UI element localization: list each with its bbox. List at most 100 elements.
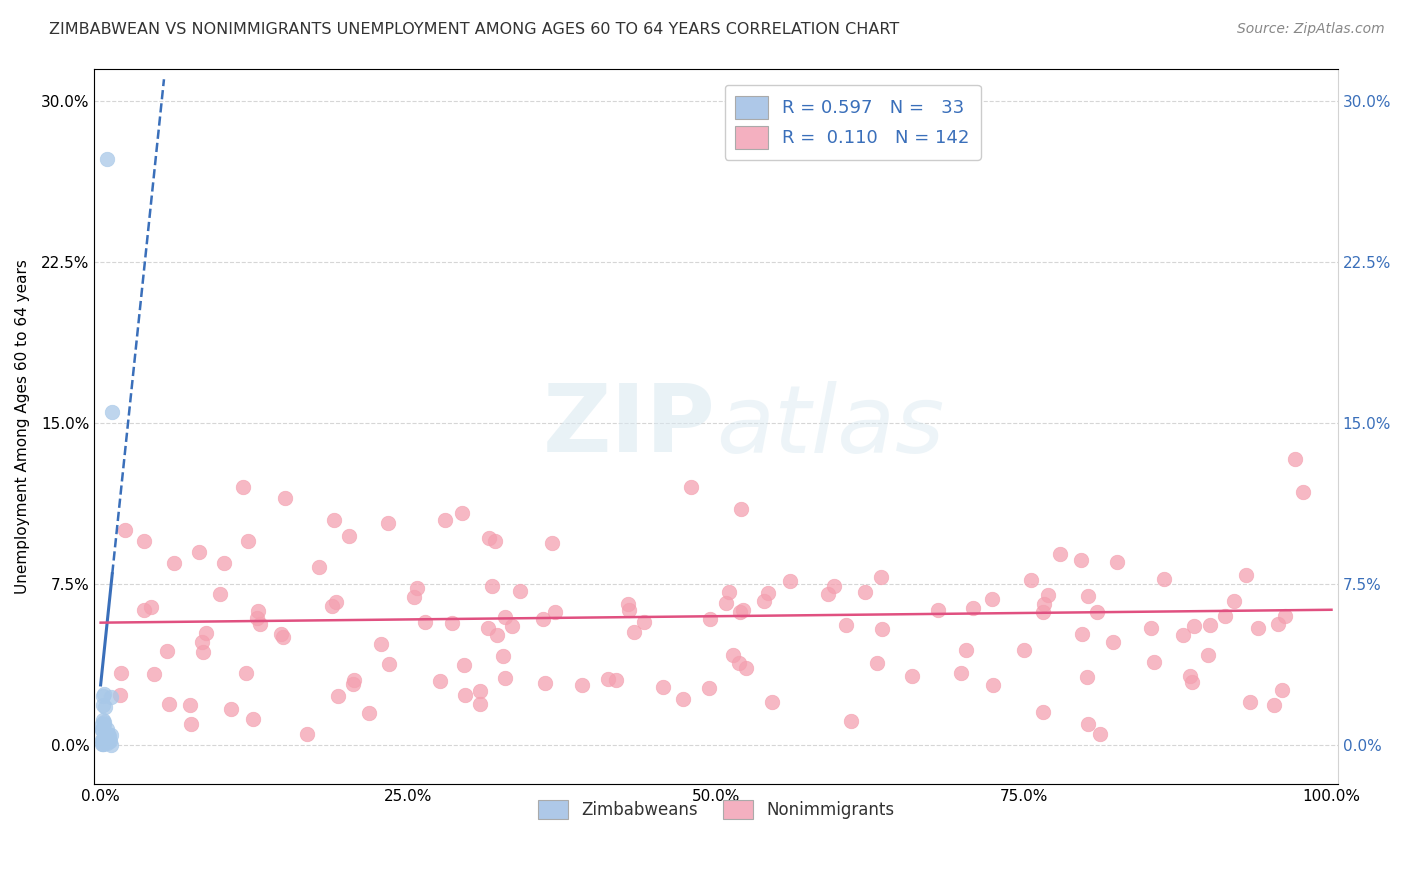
Point: [110, 666, 132, 681]
Point: [370, 637, 392, 651]
Point: [453, 657, 475, 672]
Point: [163, 556, 186, 570]
Point: [617, 597, 640, 611]
Point: [321, 599, 343, 614]
Text: ZIP: ZIP: [543, 380, 716, 472]
Point: [1246, 621, 1268, 635]
Point: [377, 516, 399, 530]
Point: [97, 730, 120, 744]
Point: [98, 729, 121, 743]
Point: [1070, 552, 1092, 566]
Point: [1178, 669, 1201, 683]
Point: [1032, 605, 1054, 619]
Text: atlas: atlas: [716, 381, 945, 472]
Text: Source: ZipAtlas.com: Source: ZipAtlas.com: [1237, 22, 1385, 37]
Point: [544, 605, 567, 619]
Point: [139, 600, 162, 615]
Point: [534, 676, 557, 690]
Point: [93, 715, 115, 730]
Point: [492, 648, 515, 663]
Point: [1274, 609, 1296, 624]
Point: [132, 534, 155, 549]
Point: [1019, 573, 1042, 587]
Point: [1101, 635, 1123, 649]
Point: [1267, 616, 1289, 631]
Point: [671, 692, 693, 706]
Point: [1171, 627, 1194, 641]
Point: [1033, 597, 1056, 611]
Point: [1213, 608, 1236, 623]
Point: [90, 737, 112, 751]
Point: [91, 737, 114, 751]
Point: [540, 536, 562, 550]
Point: [143, 667, 166, 681]
Point: [91, 732, 114, 747]
Point: [596, 672, 619, 686]
Point: [179, 698, 201, 712]
Text: ZIMBABWEAN VS NONIMMIGRANTS UNEMPLOYMENT AMONG AGES 60 TO 64 YEARS CORRELATION C: ZIMBABWEAN VS NONIMMIGRANTS UNEMPLOYMENT…: [49, 22, 900, 37]
Point: [232, 480, 254, 494]
Point: [633, 615, 655, 629]
Point: [208, 586, 231, 600]
Point: [501, 619, 523, 633]
Point: [180, 717, 202, 731]
Point: [97, 729, 120, 743]
Point: [1284, 452, 1306, 467]
Point: [1153, 572, 1175, 586]
Point: [219, 701, 242, 715]
Point: [1234, 568, 1257, 582]
Point: [1198, 618, 1220, 632]
Point: [357, 706, 380, 720]
Point: [96, 736, 118, 750]
Point: [468, 684, 491, 698]
Point: [1271, 683, 1294, 698]
Point: [870, 623, 893, 637]
Point: [90, 722, 112, 736]
Point: [1032, 705, 1054, 719]
Point: [681, 480, 703, 494]
Point: [481, 579, 503, 593]
Point: [1292, 484, 1315, 499]
Point: [981, 678, 1004, 692]
Point: [454, 688, 477, 702]
Point: [402, 590, 425, 604]
Point: [1239, 695, 1261, 709]
Point: [100, 690, 122, 705]
Point: [212, 556, 235, 570]
Point: [730, 501, 752, 516]
Point: [271, 630, 294, 644]
Point: [96, 152, 118, 166]
Point: [93, 717, 115, 731]
Point: [93, 731, 115, 746]
Point: [434, 512, 457, 526]
Point: [93, 731, 115, 745]
Point: [1197, 648, 1219, 662]
Point: [194, 626, 217, 640]
Point: [100, 405, 122, 419]
Point: [955, 642, 977, 657]
Point: [853, 584, 876, 599]
Point: [378, 657, 401, 671]
Point: [91, 737, 114, 751]
Point: [962, 600, 984, 615]
Point: [1085, 605, 1108, 619]
Point: [188, 545, 211, 559]
Point: [1077, 589, 1099, 603]
Point: [191, 645, 214, 659]
Point: [337, 529, 360, 543]
Point: [716, 596, 738, 610]
Point: [246, 603, 269, 617]
Point: [869, 570, 891, 584]
Point: [249, 617, 271, 632]
Point: [96, 723, 118, 737]
Point: [440, 615, 463, 630]
Point: [308, 560, 330, 574]
Point: [1077, 717, 1099, 731]
Point: [93, 687, 115, 701]
Point: [1036, 589, 1059, 603]
Point: [274, 491, 297, 505]
Point: [297, 727, 319, 741]
Y-axis label: Unemployment Among Ages 60 to 64 years: Unemployment Among Ages 60 to 64 years: [15, 259, 30, 593]
Point: [718, 585, 741, 599]
Point: [242, 712, 264, 726]
